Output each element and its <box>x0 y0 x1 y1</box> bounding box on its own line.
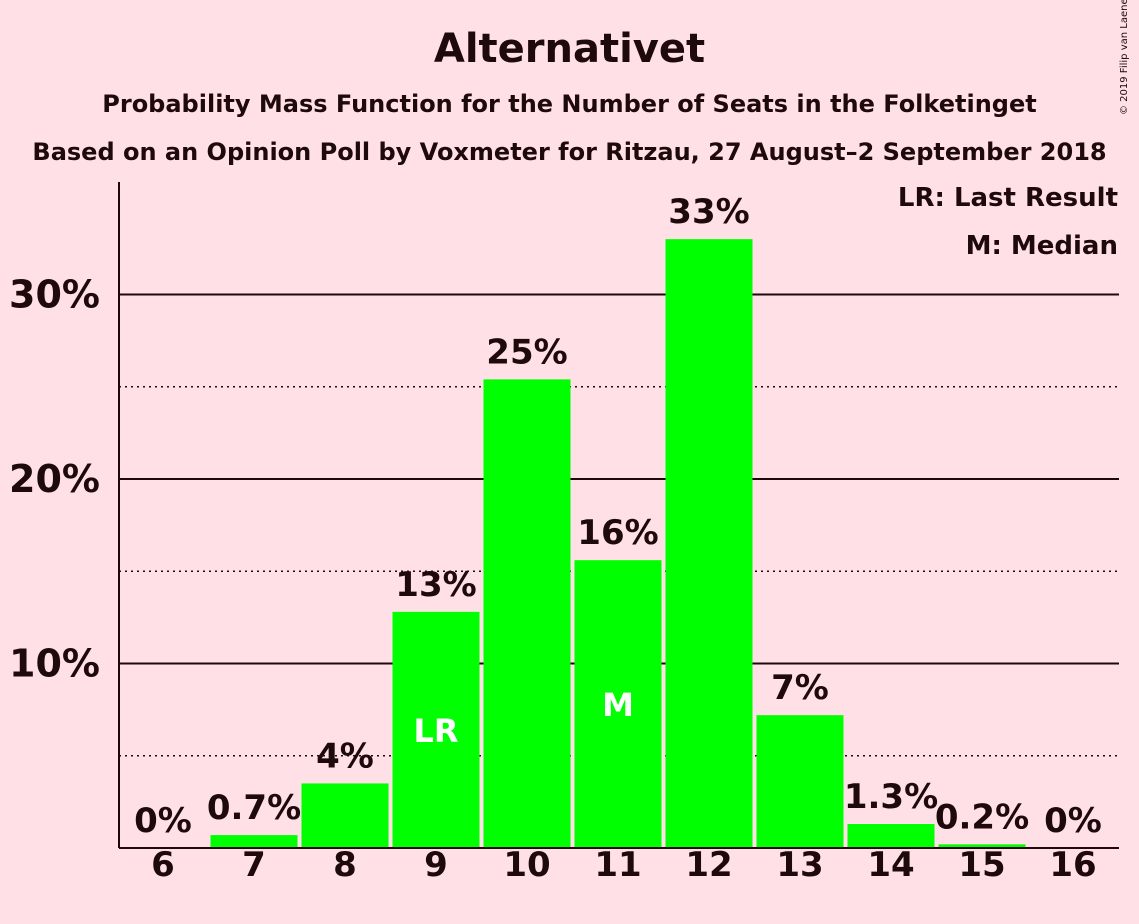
bar-value-label: 0.7% <box>207 788 301 828</box>
bar-value-label: 7% <box>771 668 829 708</box>
bar <box>665 239 753 848</box>
bar-value-label: 16% <box>577 513 658 553</box>
bar <box>756 715 844 848</box>
bar-value-label: 0% <box>134 801 192 841</box>
bar-marker-label: LR <box>413 712 458 750</box>
bar <box>301 783 389 848</box>
x-tick-label: 7 <box>242 845 266 885</box>
x-tick-label: 13 <box>776 845 823 885</box>
y-tick-label: 20% <box>9 457 100 501</box>
legend-median: M: Median <box>965 231 1118 261</box>
x-tick-label: 8 <box>333 845 357 885</box>
chart-source-subtitle: Based on an Opinion Poll by Voxmeter for… <box>32 138 1107 166</box>
bar <box>938 844 1026 848</box>
x-tick-label: 10 <box>503 845 550 885</box>
x-tick-label: 16 <box>1049 845 1096 885</box>
y-tick-label: 30% <box>9 273 100 317</box>
bar-value-label: 0% <box>1044 801 1102 841</box>
bar-value-label: 4% <box>316 736 374 776</box>
bar <box>210 835 298 848</box>
bar-value-label: 0.2% <box>935 797 1029 837</box>
chart-subtitle: Probability Mass Function for the Number… <box>102 90 1037 118</box>
x-tick-label: 11 <box>594 845 641 885</box>
bar-value-label: 33% <box>668 192 749 232</box>
bar <box>483 379 571 848</box>
bar-value-label: 25% <box>486 332 567 372</box>
y-tick-label: 10% <box>9 642 100 686</box>
x-tick-label: 9 <box>424 845 448 885</box>
x-tick-label: 15 <box>958 845 1005 885</box>
x-tick-label: 14 <box>867 845 914 885</box>
chart-title: Alternativet <box>433 26 706 72</box>
bar <box>392 611 480 848</box>
bar-marker-label: M <box>602 686 634 724</box>
legend-last-result: LR: Last Result <box>897 183 1118 213</box>
x-tick-label: 12 <box>685 845 732 885</box>
bar <box>847 824 935 848</box>
x-tick-label: 6 <box>151 845 175 885</box>
bar-value-label: 13% <box>395 565 476 605</box>
bar <box>574 560 662 848</box>
bar-value-label: 1.3% <box>844 777 938 817</box>
